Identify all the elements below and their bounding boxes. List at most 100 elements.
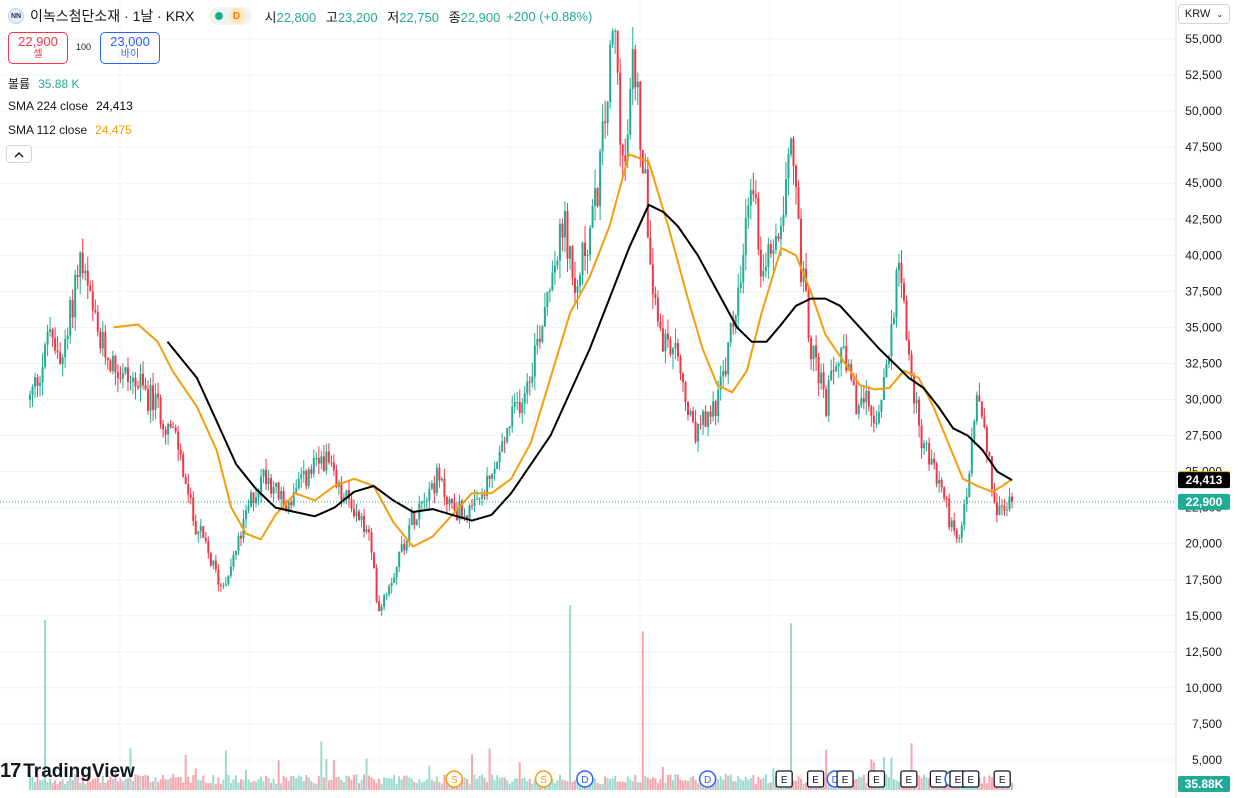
candle [207,536,210,559]
candle [905,295,908,341]
candle [400,536,403,553]
candle-body [958,538,961,540]
volume-bar [488,748,491,790]
volume-bar [890,757,893,790]
volume-bar [594,778,597,790]
candle [154,383,157,420]
volume-bar [724,774,727,790]
candle-body [136,386,139,388]
candle-body [408,524,411,541]
candle [111,350,114,375]
volume-bar [179,776,182,790]
candle-body [830,370,833,381]
event-label: E [967,775,974,786]
candle-body [531,376,534,383]
volume-bar [681,780,684,790]
candle-body [910,354,913,377]
price-badge-label: 24,413 [1186,473,1223,487]
volume-bar [528,778,531,790]
candle [767,237,770,280]
candle-body [302,470,305,475]
candle-body [769,244,772,254]
candle [671,347,674,370]
candle-body [601,121,604,152]
volume-bar [292,775,295,790]
candle-body [345,490,348,498]
volume-bar [272,778,275,790]
candle [566,202,569,273]
legend-volume[interactable]: 볼륨 35.88 K [8,75,79,92]
candle [167,422,170,445]
candle [398,551,401,573]
volume-bar [639,782,642,790]
volume-bar [71,780,74,790]
candle-body [892,318,895,325]
candle-body [792,138,795,166]
candle [584,226,587,271]
market-status[interactable]: D [208,7,251,25]
candle-body [988,452,991,457]
candle-body [528,381,531,383]
candle [320,450,323,470]
candle [121,363,124,389]
symbol-title[interactable]: 이녹스첨단소재 · 1날 · KRX [30,8,195,24]
candle-body [317,457,320,464]
candle-body [51,329,54,338]
candle-body [960,525,963,539]
candle [913,372,916,414]
candle-body [162,424,165,430]
candle [355,503,358,522]
candle-body [993,489,996,503]
volume-bar [114,772,117,790]
tradingview-logo[interactable]: 17 TradingView [0,760,135,783]
candle-body [704,411,707,427]
candle-body [955,530,958,539]
volume-bar [694,779,697,790]
currency-label: KRW [1184,8,1211,20]
candle-body [837,363,840,367]
legend-collapse-button[interactable] [6,145,32,163]
candle [636,72,639,106]
volume-bar [616,781,619,790]
candle-body [654,293,657,299]
volume-bar [415,783,418,790]
candle-body [589,227,592,255]
candle-body [312,457,315,474]
candle-body [121,373,124,379]
legend-sma112[interactable]: SMA 112 close 24,475 [8,123,132,137]
candle [558,218,561,279]
volume-bar [66,781,69,790]
candle [162,420,165,438]
candle-body [403,544,406,551]
candle-body [973,421,976,440]
candle-body [629,89,632,135]
candle [420,500,423,512]
candle [687,400,690,421]
candle-body [983,416,986,428]
legend-sma224[interactable]: SMA 224 close 24,413 [8,99,133,113]
candle-body [800,218,803,283]
candle-body [44,344,47,367]
volume-bar [563,780,566,790]
candle-body [435,467,438,494]
candle [300,467,303,488]
volume-bar [518,761,521,790]
volume-bar [109,776,112,790]
currency-selector[interactable]: KRW ⌄ [1178,4,1230,24]
candle-body [91,291,94,311]
candle-body [681,373,684,383]
volume-bar [262,781,265,790]
volume-bar [674,774,677,790]
volume-bar [727,775,730,790]
volume-bar [370,777,373,790]
candle-body [277,482,280,500]
candle-body [845,345,848,371]
buy-button[interactable]: 23,000 바이 [100,32,160,64]
candle [91,280,94,322]
sell-button[interactable]: 22,900 셀 [8,32,68,64]
candle [882,368,885,401]
volume-bar [139,776,142,790]
volume-bar [41,779,44,790]
event-label: S [540,775,547,786]
